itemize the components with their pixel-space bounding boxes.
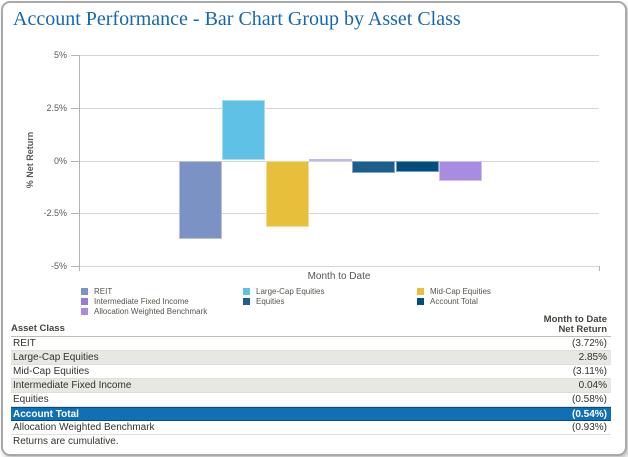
bar-equities[interactable]	[352, 161, 395, 173]
table-footnote: Returns are cumulative.	[13, 436, 119, 447]
bar-mid-cap-equities[interactable]	[266, 161, 309, 227]
legend-label: Account Total	[430, 296, 478, 306]
cell-net-return: (0.93%)	[571, 422, 607, 433]
y-axis-tick	[71, 55, 79, 56]
y-tick-label: 5%	[53, 50, 67, 60]
legend-item-allocation-weighted-benchmark[interactable]: Allocation Weighted Benchmark	[81, 306, 208, 316]
legend-swatch-equities-icon	[243, 297, 250, 305]
column-header-period: Month to Date	[543, 314, 607, 325]
cell-asset-class: REIT	[13, 338, 36, 349]
y-axis-tick	[71, 266, 79, 267]
cell-net-return: 0.04%	[578, 380, 607, 391]
legend-label: Equities	[256, 296, 285, 306]
legend-label: REIT	[94, 286, 113, 296]
legend-swatch-account-total-icon	[417, 297, 424, 305]
asset-class-table: Asset Class Month to Date Net Return REI…	[11, 315, 611, 435]
gridline	[79, 161, 599, 162]
y-tick-label: -5%	[50, 261, 67, 271]
legend-column: REIT Intermediate Fixed Income Allocation …	[81, 286, 208, 316]
table-row-intermediate-fixed-income[interactable]: Intermediate Fixed Income 0.04%	[11, 379, 611, 393]
legend-column: Large-Cap Equities Equities	[243, 286, 325, 306]
cell-net-return: 2.85%	[578, 352, 607, 363]
legend-swatch-reit-icon	[81, 287, 88, 295]
gridline	[79, 266, 599, 267]
gridline	[79, 55, 599, 56]
legend-swatch-large-cap-equities-icon	[243, 287, 250, 295]
bar-chart: % Net Return Month to Date REIT Intermedi…	[3, 3, 627, 323]
cell-net-return: (3.11%)	[572, 366, 607, 377]
legend-item-reit[interactable]: REIT	[81, 286, 207, 296]
table-row-mid-cap-equities[interactable]: Mid-Cap Equities (3.11%)	[11, 365, 611, 379]
page-title: Account Performance - Bar Chart Group by…	[13, 8, 461, 30]
legend-label: Intermediate Fixed Income	[94, 296, 189, 306]
table-row-reit[interactable]: REIT (3.72%)	[11, 337, 611, 351]
legend-item-account-total[interactable]: Account Total	[417, 296, 491, 306]
legend-item-intermediate-fixed-income[interactable]: Intermediate Fixed Income	[81, 296, 207, 306]
table-row-large-cap-equities[interactable]: Large-Cap Equities 2.85%	[11, 351, 611, 365]
y-axis-tick	[71, 108, 79, 109]
legend-label: Allocation Weighted Benchmark	[94, 306, 208, 316]
legend-item-equities[interactable]: Equities	[243, 296, 324, 306]
bar-reit[interactable]	[179, 161, 222, 239]
legend-swatch-intermediate-fixed-income-icon	[81, 297, 88, 305]
column-header-net-return-label: Net Return	[558, 323, 607, 335]
legend-item-mid-cap-equities[interactable]: Mid-Cap Equities	[417, 286, 491, 296]
table-row-allocation-weighted-benchmark[interactable]: Allocation Weighted Benchmark (0.93%)	[11, 421, 611, 435]
legend-label: Mid-Cap Equities	[430, 286, 491, 296]
table-body: REIT (3.72%) Large-Cap Equities 2.85% Mid-Ca…	[11, 337, 611, 435]
table-header-row: Asset Class Month to Date Net Return	[11, 315, 611, 337]
chart-legend: REIT Intermediate Fixed Income Allocation …	[3, 287, 627, 317]
y-axis-tick	[71, 213, 79, 214]
bar-large-cap-equities[interactable]	[222, 100, 265, 160]
y-tick-label: -2.5%	[43, 208, 67, 218]
cell-asset-class: Mid-Cap Equities	[13, 366, 90, 377]
cell-asset-class: Allocation Weighted Benchmark	[13, 422, 155, 433]
column-header-asset-class: Asset Class	[11, 323, 65, 334]
y-tick-label: 0%	[53, 156, 67, 166]
gridline	[79, 108, 599, 109]
legend-item-large-cap-equities[interactable]: Large-Cap Equities	[243, 286, 325, 296]
legend-swatch-mid-cap-equities-icon	[417, 287, 424, 295]
cell-asset-class: Equities	[13, 394, 49, 405]
legend-label: Large-Cap Equities	[256, 286, 325, 296]
x-axis-end-tick	[599, 266, 600, 271]
legend-column: Mid-Cap Equities Account Total	[417, 286, 491, 306]
cell-net-return: (0.58%)	[571, 394, 607, 405]
table-row-equities[interactable]: Equities (0.58%)	[11, 393, 611, 407]
cell-asset-class: Intermediate Fixed Income	[13, 380, 132, 391]
bar-account-total[interactable]	[396, 161, 439, 172]
cell-net-return: (0.54%)	[571, 408, 607, 420]
table-row-account-total[interactable]: Account Total (0.54%)	[11, 407, 611, 421]
cell-net-return: (3.72%)	[571, 338, 607, 349]
x-axis-label: Month to Date	[307, 271, 371, 282]
bar-allocation-weighted-benchmark[interactable]	[439, 161, 482, 181]
cell-asset-class: Large-Cap Equities	[13, 352, 99, 363]
y-axis-tick	[71, 161, 79, 162]
y-tick-label: 2.5%	[46, 103, 67, 113]
gridline	[79, 213, 599, 214]
bar-intermediate-fixed-income[interactable]	[309, 159, 352, 161]
y-axis-line	[79, 55, 80, 271]
legend-swatch-allocation-weighted-benchmark-icon	[81, 307, 88, 315]
cell-asset-class: Account Total	[13, 408, 79, 420]
column-header-net-return: Month to Date Net Return	[544, 315, 611, 334]
